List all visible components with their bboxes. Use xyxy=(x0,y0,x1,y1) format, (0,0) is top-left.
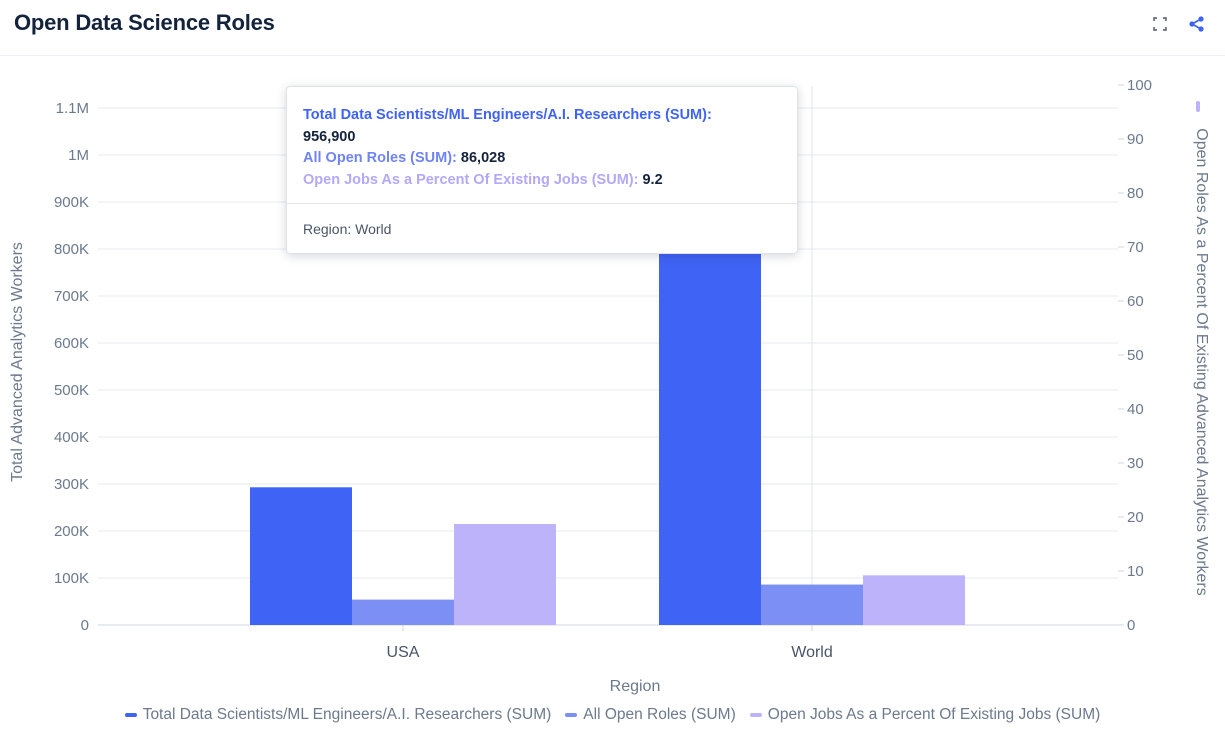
legend-swatch xyxy=(749,713,762,717)
y-tick-label: 200K xyxy=(54,523,89,540)
y-tick-label: 300K xyxy=(54,476,89,493)
x-axis: USA World xyxy=(387,625,833,661)
x-axis-title: Region xyxy=(610,678,661,695)
legend-label: All Open Roles (SUM) xyxy=(583,706,736,723)
y2-tick-label: 70 xyxy=(1127,239,1144,256)
bar-series1-usa xyxy=(250,487,352,625)
legend: Total Data Scientists/ML Engineers/A.I. … xyxy=(0,706,1225,724)
y2-tick-label: 30 xyxy=(1127,455,1144,472)
y2-tick-label: 20 xyxy=(1127,509,1144,526)
y-tick-label: 100K xyxy=(54,570,89,587)
page-title: Open Data Science Roles xyxy=(14,10,275,35)
y2-tick-label: 0 xyxy=(1127,617,1135,634)
left-axis: 0 100K 200K 300K 400K 500K 600K 700K 800K 900K 1M 1… xyxy=(54,100,89,634)
legend-swatch xyxy=(565,713,578,717)
y2-tick-label: 50 xyxy=(1127,347,1144,364)
legend-item-total-data-scientists[interactable]: Total Data Scientists/ML Engineers/A.I. … xyxy=(124,706,552,724)
bar-series3-world xyxy=(863,575,965,625)
share-button[interactable] xyxy=(1185,12,1209,36)
y2-tick-label: 60 xyxy=(1127,293,1144,310)
x-tick-label: World xyxy=(791,644,833,661)
tooltip-series1-label: Total Data Scientists/ML Engineers/A.I. … xyxy=(303,107,712,123)
legend-label: Total Data Scientists/ML Engineers/A.I. … xyxy=(142,706,552,723)
y-tick-label: 800K xyxy=(54,241,89,258)
expand-icon xyxy=(1153,17,1167,31)
y2-tick-label: 90 xyxy=(1127,131,1144,148)
expand-button[interactable] xyxy=(1148,12,1172,36)
tooltip-row-3: Open Jobs As a Percent Of Existing Jobs … xyxy=(303,170,781,192)
tooltip-series1-value: 956,900 xyxy=(303,128,356,145)
y-axis-title: Total Advanced Analytics Workers xyxy=(9,242,26,482)
legend-label: Open Jobs As a Percent Of Existing Jobs … xyxy=(767,706,1101,723)
chart-header: Open Data Science Roles xyxy=(0,0,1225,56)
y-tick-label: 600K xyxy=(54,335,89,352)
right-axis: 0 10 20 30 40 50 60 70 80 90 100 xyxy=(1118,77,1152,634)
tooltip-footer: Region: World xyxy=(303,221,392,237)
tooltip-divider xyxy=(287,203,797,204)
tooltip-series3-value: 9.2 xyxy=(642,171,663,188)
y2-tick-label: 80 xyxy=(1127,185,1144,202)
tooltip-series2-value: 86,028 xyxy=(460,150,506,166)
y-tick-label: 500K xyxy=(54,382,89,399)
bar-series3-usa xyxy=(454,524,556,625)
tooltip-series3-label: Open Jobs As a Percent Of Existing Jobs … xyxy=(303,171,639,188)
y-tick-label: 900K xyxy=(54,194,89,211)
legend-item-all-open-roles[interactable]: All Open Roles (SUM) xyxy=(565,706,736,724)
tooltip-series2-label: All Open Roles (SUM): xyxy=(303,150,457,166)
tooltip-row-2: All Open Roles (SUM): 86,028 xyxy=(303,148,781,170)
y2-tick-label: 40 xyxy=(1127,401,1144,418)
y2-tick-label: 100 xyxy=(1127,77,1152,94)
y2-tick-label: 10 xyxy=(1127,563,1144,580)
y-tick-label: 400K xyxy=(54,429,89,446)
tooltip: Total Data Scientists/ML Engineers/A.I. … xyxy=(286,86,798,254)
x-tick-label: USA xyxy=(387,644,420,661)
tooltip-row-1: Total Data Scientists/ML Engineers/A.I. … xyxy=(303,105,781,148)
y2-axis-title: Open Roles As a Percent Of Existing Adva… xyxy=(1193,128,1210,595)
y-tick-label: 0 xyxy=(81,617,89,634)
legend-swatch xyxy=(124,713,137,717)
legend-item-open-jobs-percent[interactable]: Open Jobs As a Percent Of Existing Jobs … xyxy=(749,706,1101,724)
bar-series2-world xyxy=(761,584,863,625)
y-tick-label: 1.1M xyxy=(56,100,89,117)
y-tick-label: 1M xyxy=(68,147,89,164)
y2-axis-title-swatch xyxy=(1196,101,1200,112)
share-icon xyxy=(1189,16,1204,32)
bar-series2-usa xyxy=(352,599,454,625)
y-tick-label: 700K xyxy=(54,288,89,305)
